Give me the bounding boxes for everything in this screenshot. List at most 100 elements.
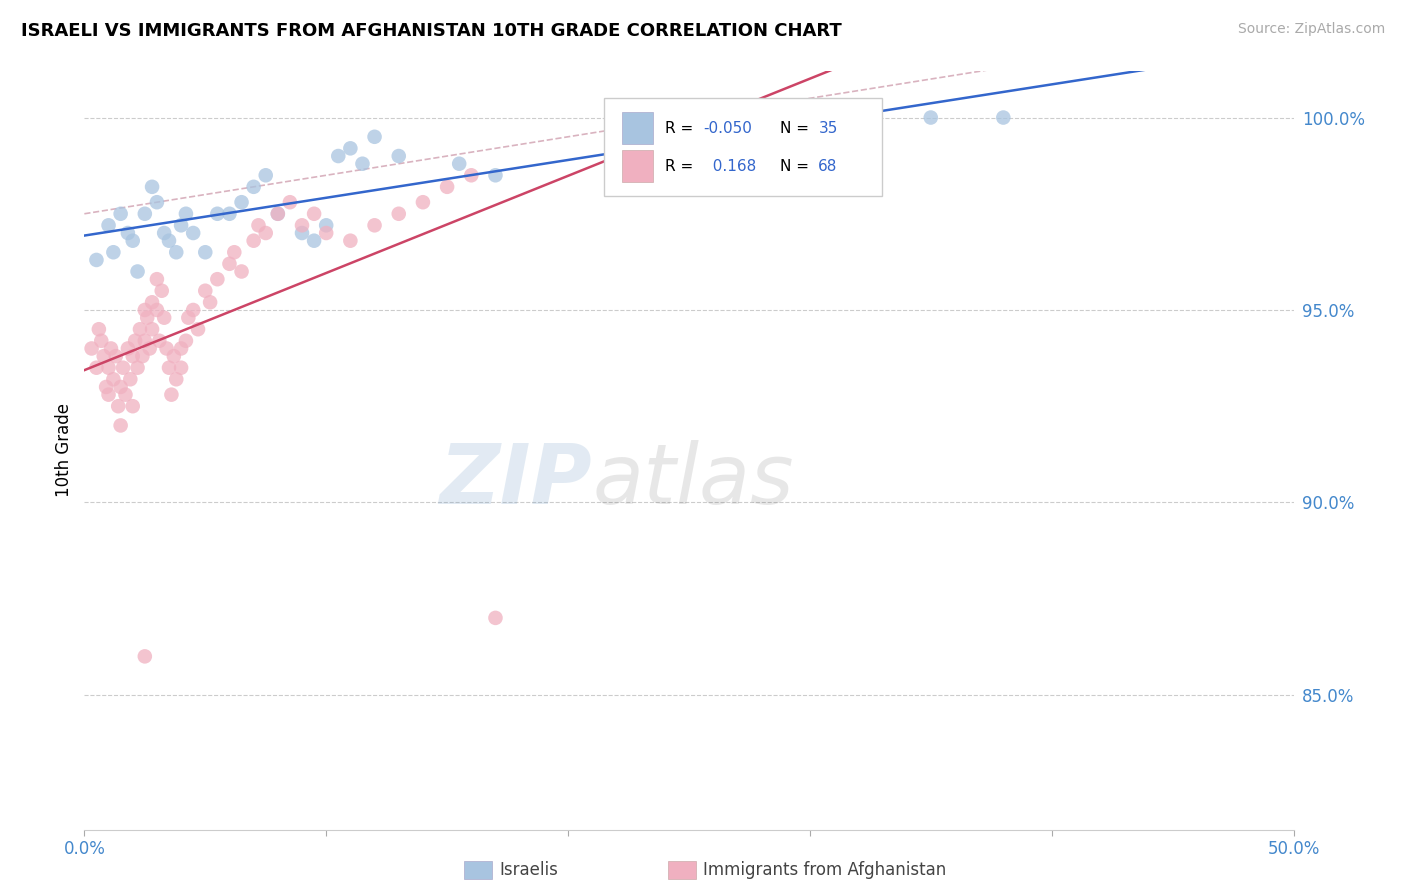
Point bbox=[484, 168, 506, 182]
FancyBboxPatch shape bbox=[623, 150, 652, 182]
Point bbox=[174, 207, 197, 221]
Point bbox=[449, 157, 471, 171]
Point bbox=[121, 399, 143, 413]
Point bbox=[291, 219, 314, 233]
Point bbox=[136, 310, 159, 325]
Point bbox=[86, 252, 108, 267]
Point bbox=[363, 129, 385, 144]
Point bbox=[87, 322, 110, 336]
Point bbox=[80, 342, 103, 356]
Text: N =: N = bbox=[780, 159, 814, 174]
Text: 35: 35 bbox=[818, 120, 838, 136]
Point bbox=[97, 360, 120, 375]
Point bbox=[86, 360, 108, 375]
Point bbox=[388, 149, 411, 163]
Point bbox=[114, 387, 136, 401]
Point bbox=[163, 349, 186, 363]
Point bbox=[104, 349, 127, 363]
Point bbox=[242, 234, 264, 248]
Point bbox=[121, 349, 143, 363]
Point bbox=[207, 207, 229, 221]
Point bbox=[207, 272, 229, 286]
Point bbox=[148, 334, 170, 348]
Text: R =: R = bbox=[665, 120, 697, 136]
Point bbox=[134, 207, 156, 221]
Point bbox=[160, 387, 183, 401]
Point bbox=[187, 322, 209, 336]
Point bbox=[993, 111, 1015, 125]
Point bbox=[165, 245, 187, 260]
Point bbox=[157, 360, 180, 375]
Point bbox=[120, 372, 142, 386]
Point bbox=[177, 310, 200, 325]
Point bbox=[107, 399, 129, 413]
Point bbox=[170, 219, 193, 233]
Point bbox=[131, 349, 153, 363]
Point bbox=[181, 303, 204, 318]
Point bbox=[127, 360, 149, 375]
Point bbox=[141, 295, 163, 310]
Point bbox=[278, 195, 301, 210]
Point bbox=[224, 245, 246, 260]
Point bbox=[121, 234, 143, 248]
Point bbox=[150, 284, 173, 298]
Text: -0.050: -0.050 bbox=[703, 120, 752, 136]
Point bbox=[129, 322, 152, 336]
Point bbox=[218, 257, 240, 271]
Point bbox=[194, 284, 217, 298]
Point bbox=[181, 226, 204, 240]
Point bbox=[315, 226, 337, 240]
Point bbox=[141, 179, 163, 194]
Y-axis label: 10th Grade: 10th Grade bbox=[55, 403, 73, 498]
Point bbox=[267, 207, 290, 221]
Point bbox=[254, 226, 277, 240]
Point bbox=[110, 418, 132, 433]
Point bbox=[388, 207, 411, 221]
Point bbox=[194, 245, 217, 260]
Point bbox=[134, 303, 156, 318]
Point bbox=[134, 649, 156, 664]
Point bbox=[153, 226, 176, 240]
Point bbox=[97, 219, 120, 233]
Point bbox=[363, 219, 385, 233]
Point bbox=[291, 226, 314, 240]
Point bbox=[315, 219, 337, 233]
Text: Israelis: Israelis bbox=[499, 861, 558, 879]
Point bbox=[94, 380, 117, 394]
Point bbox=[155, 342, 177, 356]
Text: Immigrants from Afghanistan: Immigrants from Afghanistan bbox=[703, 861, 946, 879]
Text: N =: N = bbox=[780, 120, 814, 136]
Point bbox=[436, 179, 458, 194]
Point bbox=[103, 372, 125, 386]
Point bbox=[242, 179, 264, 194]
Point bbox=[117, 342, 139, 356]
Text: 0.168: 0.168 bbox=[703, 159, 756, 174]
Point bbox=[302, 234, 325, 248]
FancyBboxPatch shape bbox=[605, 98, 883, 196]
Point bbox=[110, 380, 132, 394]
Point bbox=[339, 234, 361, 248]
Point bbox=[484, 611, 506, 625]
Point bbox=[247, 219, 270, 233]
FancyBboxPatch shape bbox=[623, 112, 652, 145]
Point bbox=[165, 372, 187, 386]
Point bbox=[146, 195, 169, 210]
Point bbox=[254, 168, 277, 182]
Point bbox=[339, 141, 361, 155]
Point bbox=[103, 245, 125, 260]
Point bbox=[174, 334, 197, 348]
Point bbox=[920, 111, 942, 125]
Point bbox=[138, 342, 160, 356]
Text: 68: 68 bbox=[818, 159, 838, 174]
Point bbox=[198, 295, 221, 310]
Point bbox=[146, 303, 169, 318]
Point bbox=[141, 322, 163, 336]
Point bbox=[153, 310, 176, 325]
Point bbox=[97, 387, 120, 401]
Point bbox=[134, 334, 156, 348]
Point bbox=[328, 149, 350, 163]
Point bbox=[412, 195, 434, 210]
Point bbox=[124, 334, 146, 348]
Text: Source: ZipAtlas.com: Source: ZipAtlas.com bbox=[1237, 22, 1385, 37]
Point bbox=[146, 272, 169, 286]
